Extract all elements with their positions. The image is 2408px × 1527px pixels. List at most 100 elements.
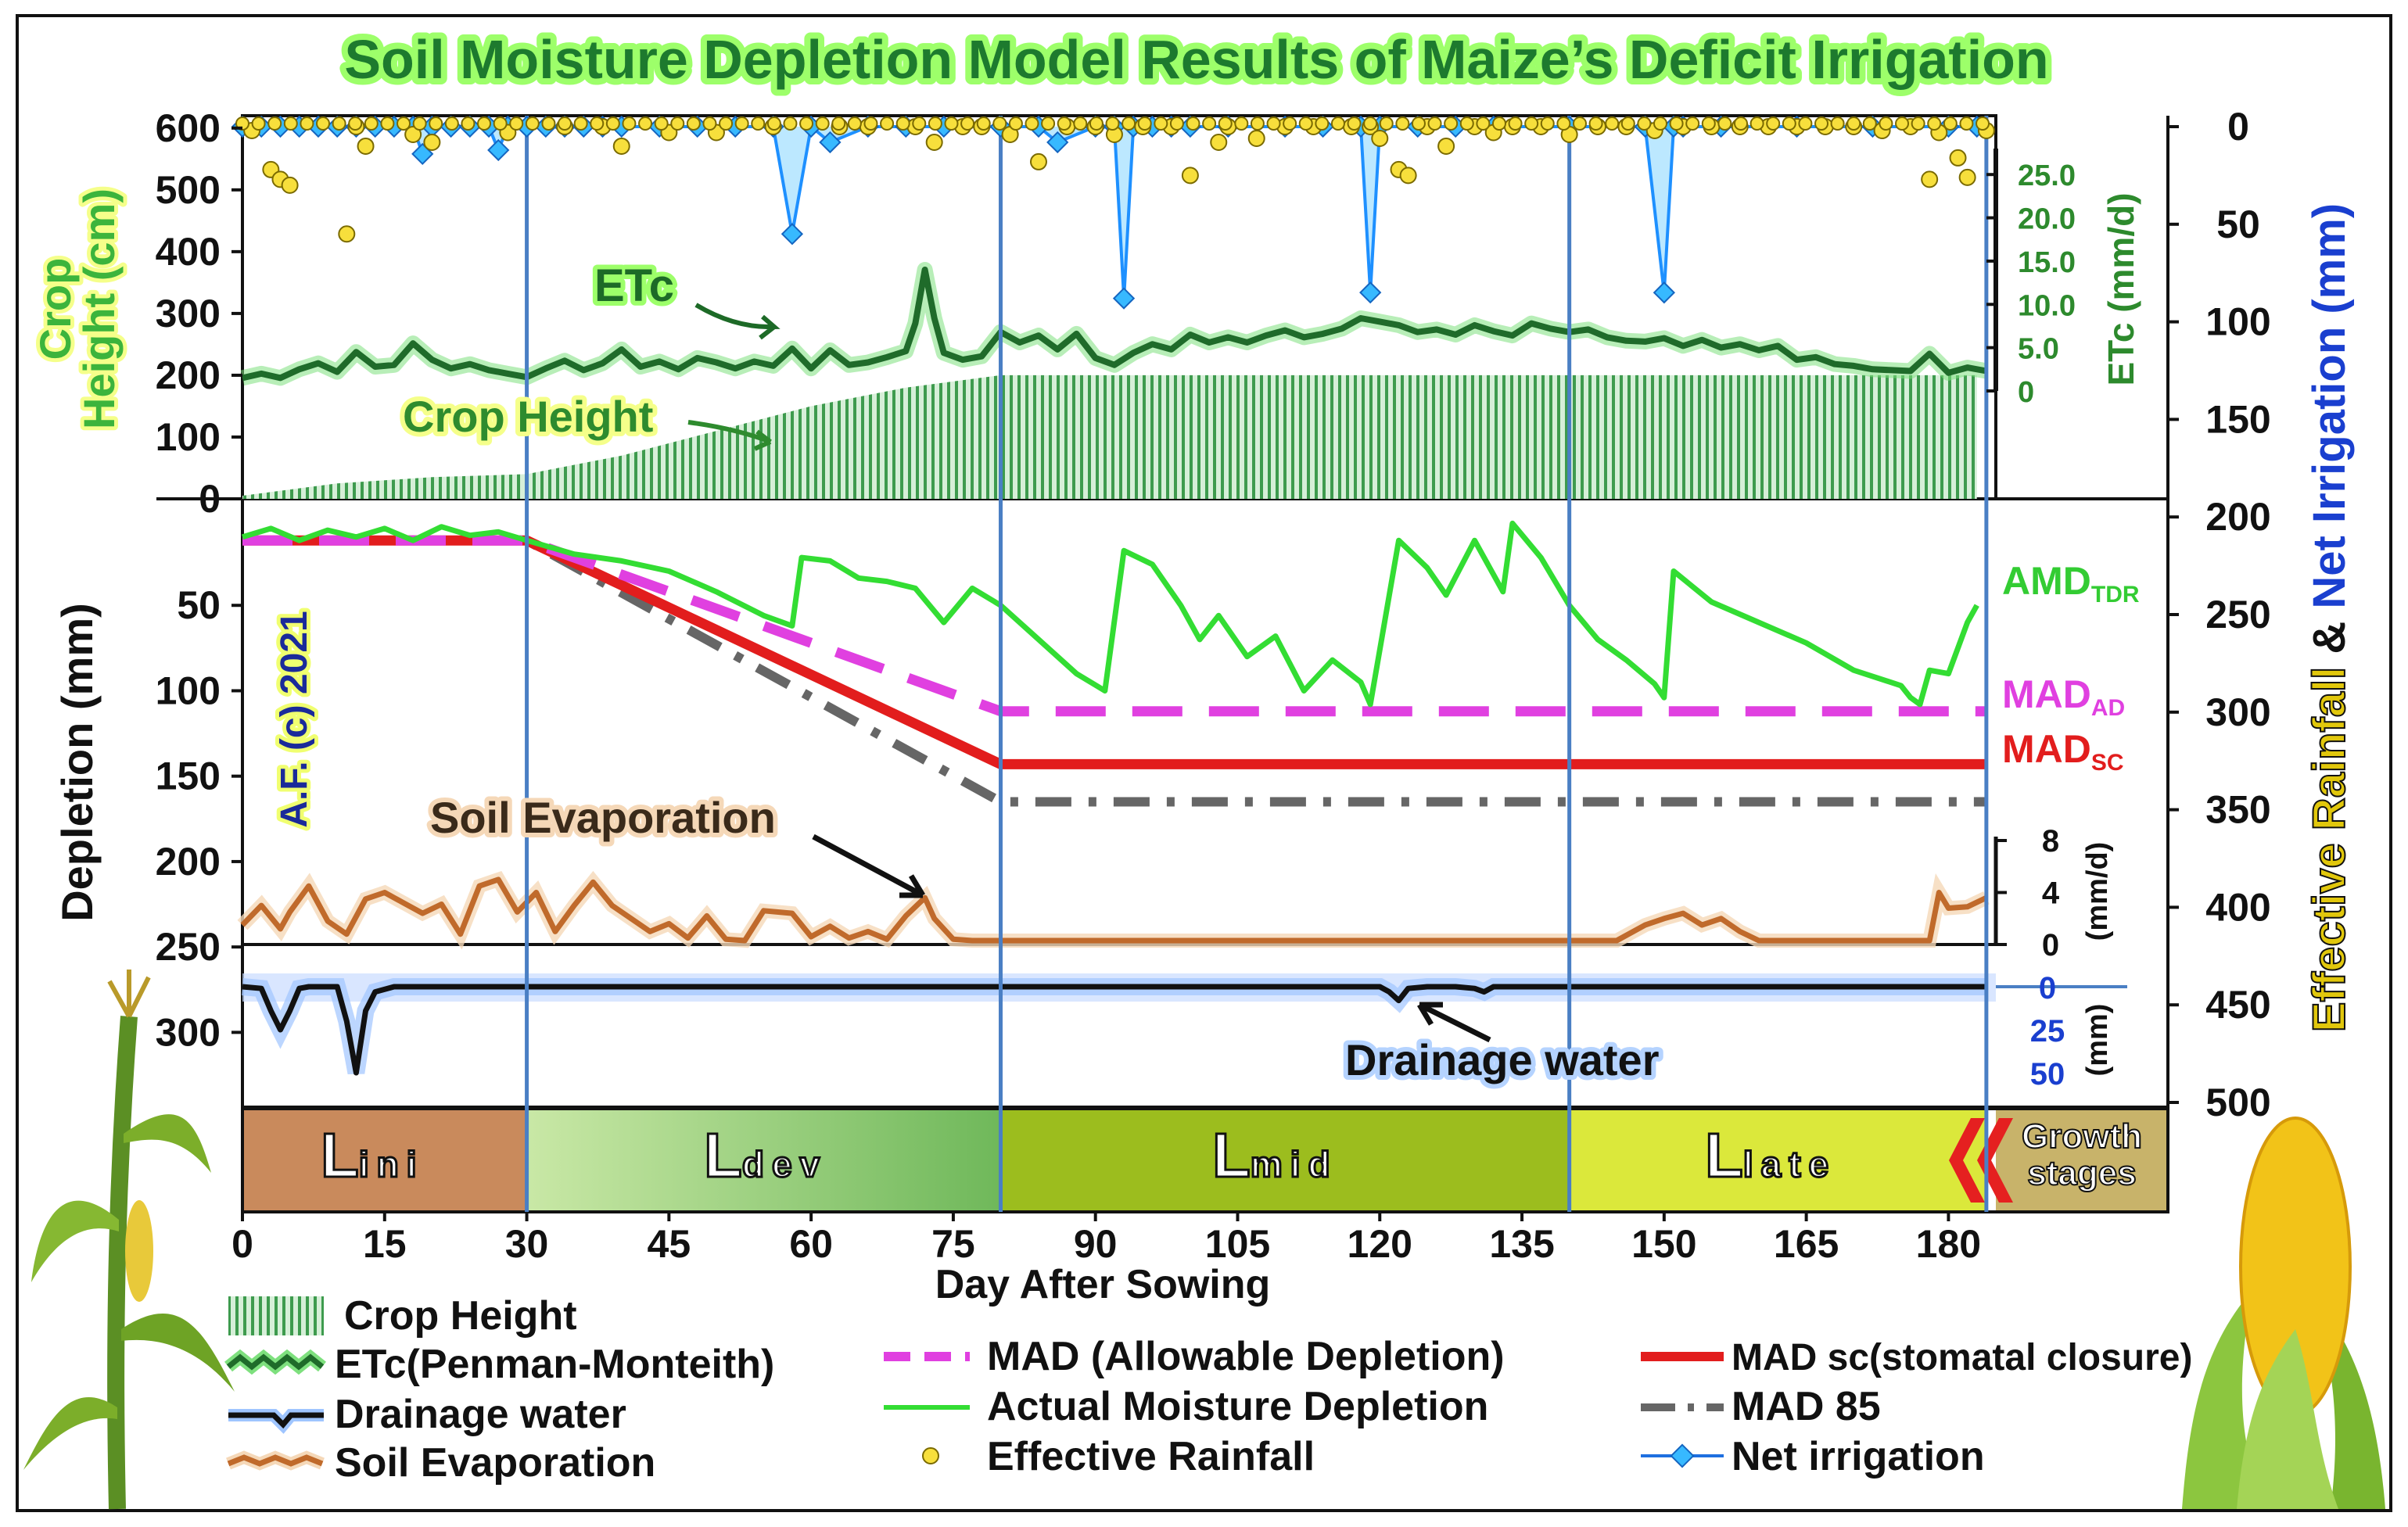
legend-etc-swatch-line [226, 1353, 325, 1371]
rainfall-point [1283, 116, 1297, 131]
legend-etc-label: ETc(Penman-Monteith) [335, 1342, 774, 1387]
x-tick-label: 120 [1348, 1222, 1412, 1266]
soil-evap-line [240, 876, 1988, 944]
legend-mad-ad: MAD (Allowable Depletion) [884, 1334, 1505, 1379]
rainfall-point [925, 133, 943, 151]
rainfall-point [944, 116, 959, 131]
right-axis-tick-label: 150 [2205, 397, 2270, 441]
mad-sc-label-main: MAD [2002, 727, 2091, 771]
rainfall-point [332, 116, 346, 131]
rainfall-point [1363, 116, 1378, 131]
legend-soil-evap-swatch [227, 1454, 324, 1467]
rainfall-point [783, 116, 798, 131]
rainfall-point [1073, 116, 1088, 131]
right-axis-tick-label: 100 [2205, 300, 2270, 344]
rainfall-point [1459, 116, 1474, 131]
rainfall-point [1121, 116, 1136, 131]
legend: Crop Height ETc(Penman-Monteith) Drainag… [224, 1293, 2192, 1486]
amd-line [241, 520, 1979, 708]
stage-dev-sub: dev [742, 1144, 827, 1185]
rainfall-point [1921, 170, 1939, 188]
right-axis-title-rain: Effective Rainfall [2304, 667, 2355, 1032]
maize-leaf-1 [23, 1397, 117, 1470]
rainfall-point [1330, 116, 1345, 131]
legend-rain-swatch [922, 1447, 939, 1464]
copyright-glow: A.F. (c) 2021 [274, 611, 315, 827]
crop-height-bars [242, 375, 1977, 499]
legend-crop-height-swatch [228, 1296, 324, 1335]
rainfall-point [525, 116, 540, 131]
rainfall-point [1491, 116, 1506, 131]
maize-plant-left-icon [23, 970, 235, 1510]
rainfall-point [1025, 116, 1039, 131]
right-axis-tick-label: 450 [2205, 983, 2270, 1027]
x-tick-label: 165 [1774, 1222, 1839, 1266]
rainfall-point [1315, 116, 1330, 131]
x-tick-label: 105 [1205, 1222, 1270, 1266]
etc-axis-title: ETc (mm/d) [2101, 192, 2141, 385]
rainfall-point [1749, 116, 1764, 131]
stage-late-label: Llate [1705, 1120, 1836, 1190]
rainfall-point [751, 116, 766, 131]
rainfall-point [1427, 116, 1442, 131]
crop-height-annotation-text: Crop Height [403, 392, 653, 441]
crop-height-tick-label: 600 [156, 106, 221, 150]
depletion-tick-label: 250 [156, 925, 221, 969]
rainfall-point [1637, 116, 1652, 131]
etc-tick-label: 20.0 [2018, 203, 2076, 236]
legend-crop-height-label: Crop Height [344, 1293, 577, 1339]
rainfall-point [444, 116, 459, 131]
drainage-annotation-text: Drainage water [1345, 1035, 1660, 1084]
rainfall-point [1395, 116, 1410, 131]
right-axis-tick-label: 250 [2205, 593, 2270, 636]
rainfall-point [863, 116, 878, 131]
crop-height-annotation-arrow [687, 420, 772, 451]
chart-axes: 01002003004005006005010015020025030005.0… [156, 105, 2271, 1266]
x-axis-title: Day After Sowing [935, 1262, 1271, 1307]
rainfall-point [1524, 116, 1539, 131]
right-axis-tick-label: 400 [2205, 885, 2270, 929]
maize-cob-right-icon [2182, 1117, 2385, 1509]
irrigation-marker [819, 131, 842, 154]
maize-tassel [107, 970, 151, 1018]
legend-irrigation-swatch-marker [1670, 1443, 1695, 1468]
rainfall-point [976, 116, 991, 131]
legend-soil-evap-label: Soil Evaporation [335, 1440, 655, 1486]
legend-mad85-label: MAD 85 [1732, 1384, 1881, 1429]
mad-sc-label: MADSC [2002, 727, 2124, 776]
etc-line [242, 267, 1987, 382]
rainfall-point [1041, 116, 1056, 131]
rainfall-point [686, 116, 701, 131]
legend-etc: ETc(Penman-Monteith) [224, 1342, 774, 1387]
rainfall-point [831, 116, 846, 131]
rainfall-point [1734, 116, 1749, 131]
rainfall-point [992, 116, 1007, 131]
stage-mid-sub: mid [1251, 1144, 1338, 1185]
drainage-axis-title: (mm) [2081, 1004, 2114, 1077]
rainfall-point [1218, 116, 1233, 131]
rainfall-point [1476, 116, 1491, 131]
rainfall-point [1814, 116, 1829, 131]
legend-soil-evap: Soil Evaporation [226, 1440, 655, 1486]
rainfall-point [960, 116, 975, 131]
mad-sc-line [242, 535, 1986, 769]
maize-stalk [107, 1016, 138, 1510]
legend-irrigation: Net irrigation [1641, 1434, 1985, 1479]
legend-rain-label: Effective Rainfall [987, 1434, 1315, 1479]
rainfall-point [1186, 116, 1200, 131]
rainfall-point [654, 116, 669, 131]
rainfall-point [1154, 116, 1168, 131]
legend-drainage-label: Drainage water [335, 1392, 626, 1437]
drainage-annotation-arrow [1416, 1002, 1491, 1043]
crop-height-tick-label: 0 [199, 477, 221, 521]
rainfall-point [895, 116, 910, 131]
stage-late-sub: late [1743, 1144, 1836, 1185]
rainfall-point [1949, 149, 1967, 167]
rainfall-point [928, 116, 942, 131]
crop-height-tick-label: 400 [156, 230, 221, 274]
depletion-tick-label: 200 [156, 840, 221, 884]
soil-evap-tick-label: 4 [2042, 876, 2060, 911]
rainfall-point [1247, 129, 1265, 147]
maize-husk-3 [2237, 1329, 2338, 1509]
rainfall-point [283, 116, 298, 131]
